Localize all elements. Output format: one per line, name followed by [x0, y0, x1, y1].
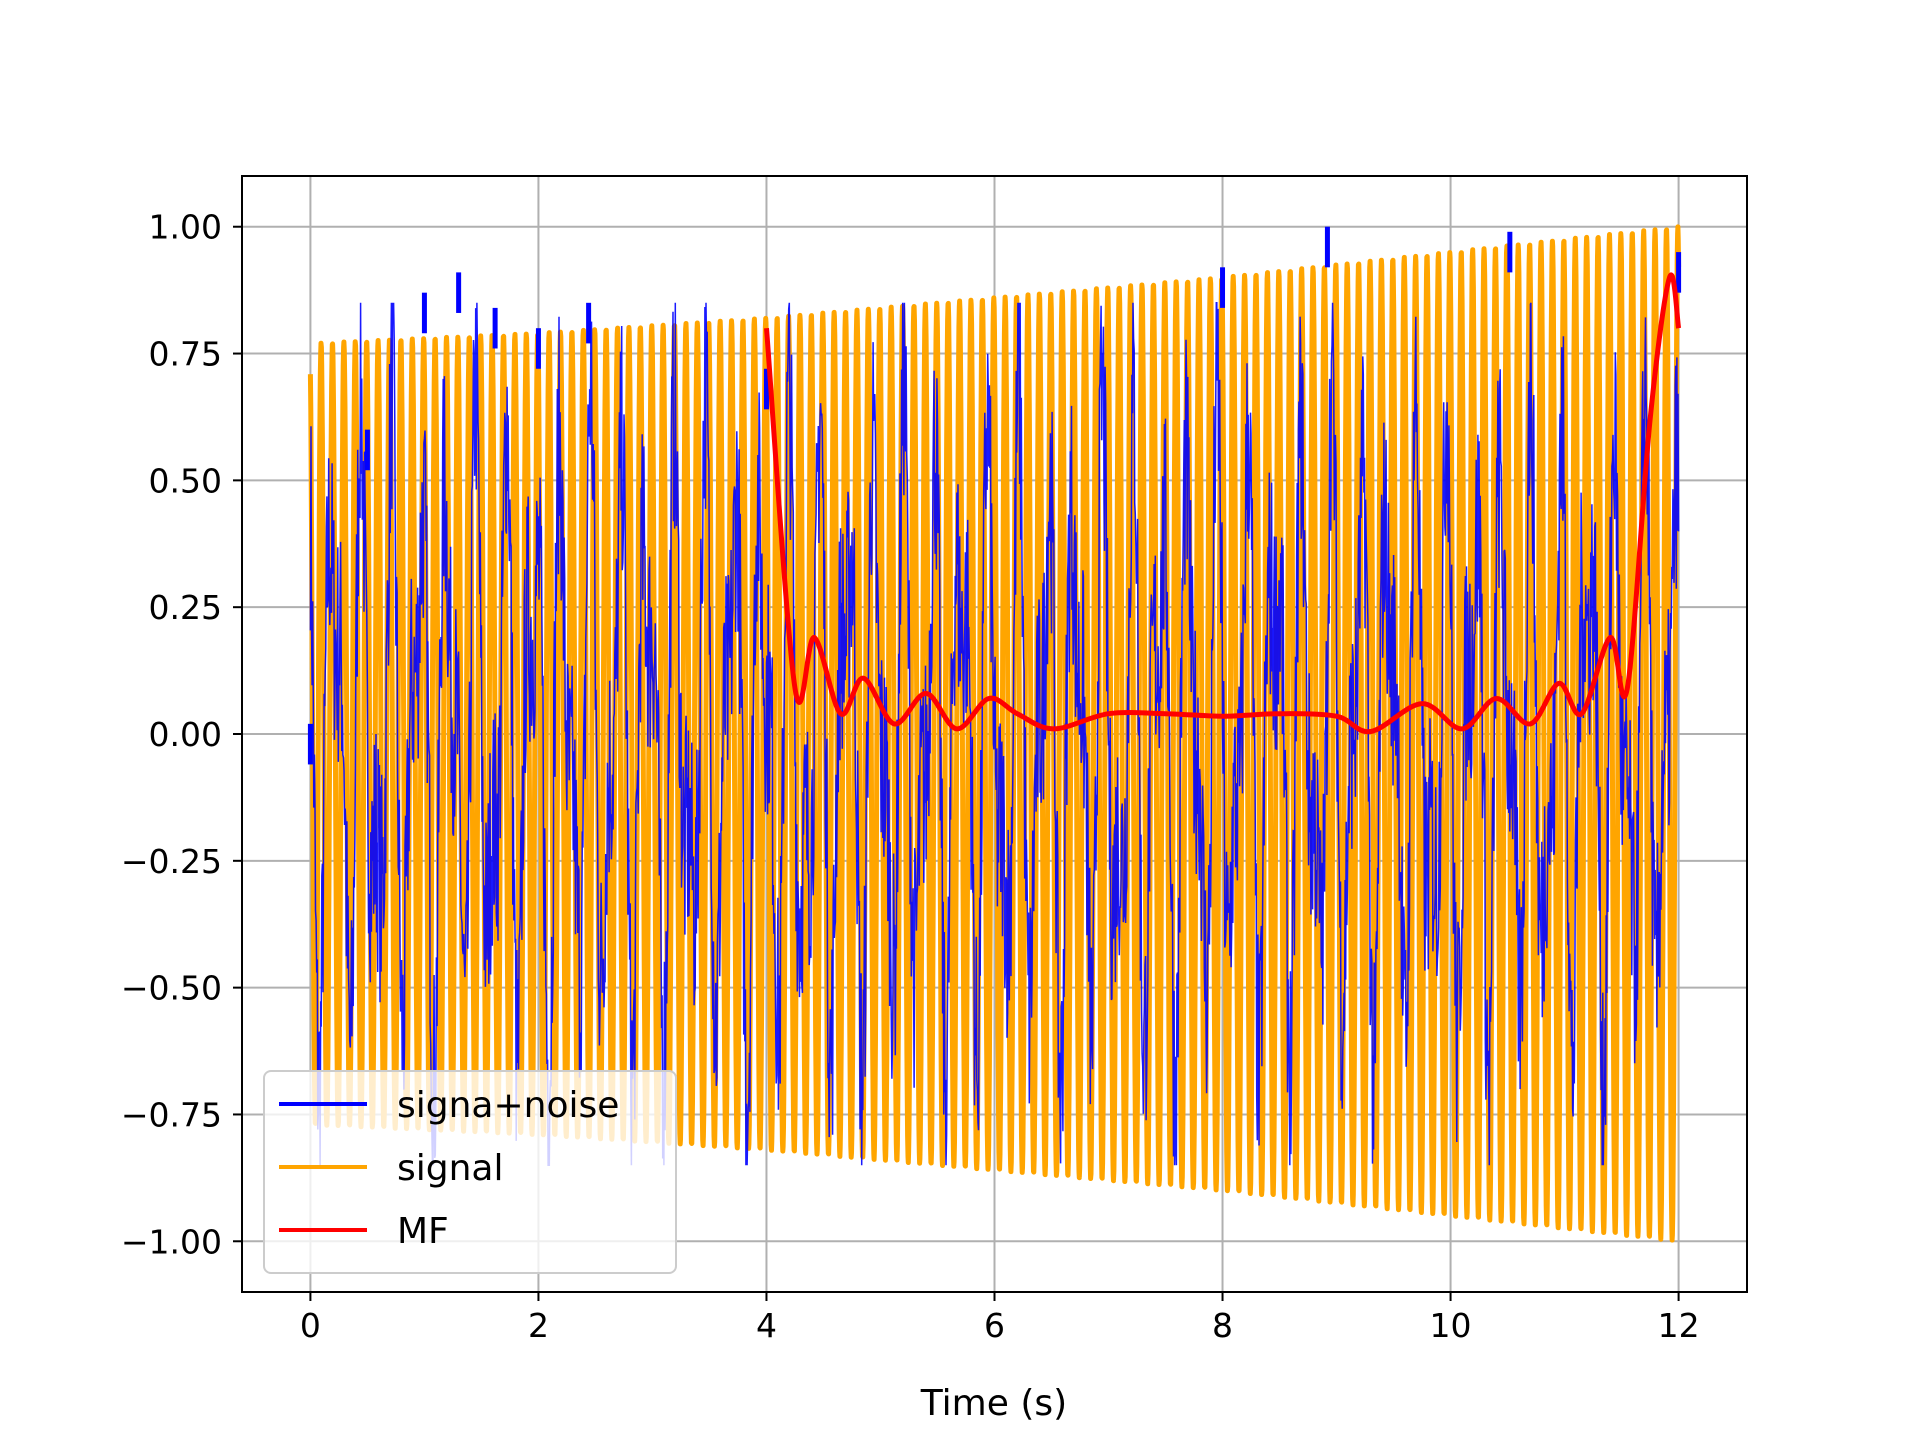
x-tick-label: 6	[984, 1306, 1005, 1345]
mf-line	[764, 272, 1682, 735]
x-tick-label: 4	[756, 1306, 777, 1345]
signal-noise-line	[309, 302, 1680, 1166]
y-tick-label: 0.50	[149, 461, 222, 500]
y-tick-label: −1.00	[121, 1222, 222, 1261]
y-axis: 1.00 0.75 0.50 0.25 0.00 −0.25 −0.50 −0.75 −1.00	[121, 208, 242, 1261]
x-tick-label: 0	[300, 1306, 321, 1345]
y-tick-label: −0.25	[121, 842, 222, 881]
legend-box	[263, 1070, 677, 1274]
legend: signa+noise signal MF	[263, 1070, 677, 1274]
legend-label-signal: signal	[397, 1148, 504, 1189]
y-tick-label: 0.25	[149, 588, 222, 627]
legend-label-mf: MF	[397, 1211, 449, 1252]
y-tick-label: 0.00	[149, 715, 222, 754]
x-axis-label: Time (s)	[920, 1383, 1067, 1424]
y-tick-label: −0.75	[121, 1095, 222, 1134]
series-mf	[764, 272, 1682, 735]
x-tick-label: 8	[1212, 1306, 1233, 1345]
y-tick-label: 0.75	[149, 335, 222, 374]
x-tick-label: 12	[1658, 1306, 1700, 1345]
x-axis: 0 2 4 6 8 10 12	[300, 1292, 1700, 1345]
x-tick-label: 2	[528, 1306, 549, 1345]
series-signal-noise	[307, 226, 1682, 1166]
legend-label-signal-noise: signa+noise	[397, 1085, 619, 1126]
y-tick-label: −0.50	[121, 969, 222, 1008]
x-tick-label: 10	[1430, 1306, 1472, 1345]
y-tick-label: 1.00	[149, 208, 222, 247]
